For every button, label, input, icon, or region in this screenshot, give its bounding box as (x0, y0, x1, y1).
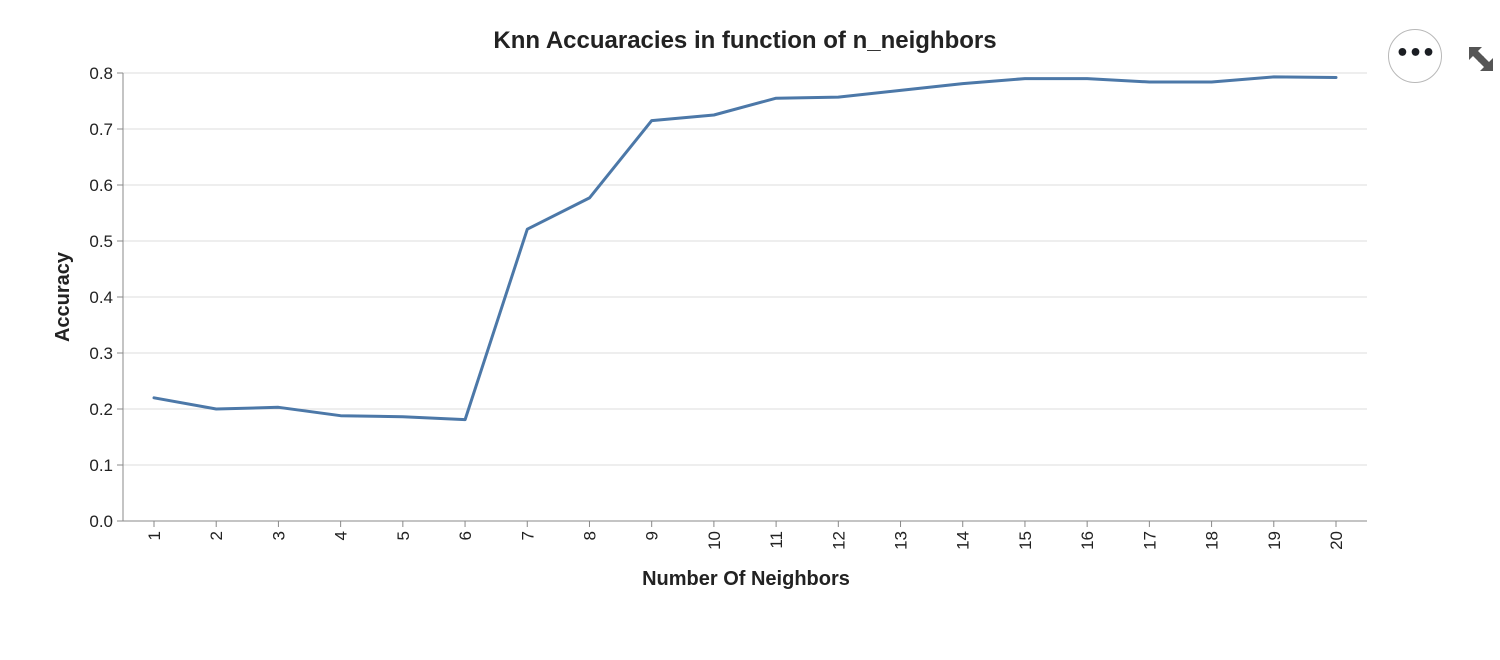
x-tick-label: 13 (892, 531, 911, 550)
y-tick-label: 0.2 (89, 400, 113, 419)
y-tick-label: 0.6 (89, 176, 113, 195)
expand-arrows-icon (1469, 47, 1493, 71)
data-point (338, 413, 343, 418)
chart-title: Knn Accuaracies in function of n_neighbo… (493, 27, 996, 54)
series-line (152, 75, 1338, 422)
data-point (1085, 76, 1090, 81)
y-tick-label: 0.1 (89, 456, 113, 475)
x-tick-label: 12 (829, 531, 848, 550)
series-layer (152, 74, 1339, 422)
x-tick-label: 6 (456, 531, 475, 540)
data-point (836, 95, 841, 100)
y-axis-title: Accuracy (52, 251, 74, 342)
x-tick-label: 1 (145, 531, 164, 540)
y-tick-label: 0.4 (89, 288, 113, 307)
x-tick-label: 19 (1265, 531, 1284, 550)
y-tick-label: 0.0 (89, 512, 113, 531)
data-point (587, 195, 592, 200)
y-tick-label: 0.3 (89, 344, 113, 363)
data-point (1147, 79, 1152, 84)
more-horizontal-icon: ••• (1395, 41, 1435, 66)
x-tick-label: 11 (767, 531, 786, 549)
data-point (1334, 75, 1339, 80)
x-tick-label: 2 (207, 531, 226, 540)
data-point (711, 113, 716, 118)
x-tick-label: 9 (643, 531, 662, 540)
axes: 0.00.10.20.30.40.50.60.70.81 2 3 4 5 6 7 8 9 10 11… (89, 64, 1367, 550)
y-tick-label: 0.7 (89, 120, 113, 139)
data-point (1271, 74, 1276, 79)
data-point (463, 417, 468, 422)
x-tick-label: 8 (580, 531, 599, 540)
x-tick-label: 15 (1016, 531, 1035, 550)
data-point (400, 414, 405, 419)
data-point (525, 227, 530, 232)
x-tick-label: 3 (269, 531, 288, 540)
chart-actions-button[interactable]: ••• (1388, 29, 1442, 83)
data-point (152, 395, 157, 400)
data-point (214, 407, 219, 412)
x-tick-label: 4 (332, 531, 351, 540)
x-axis-title: Number Of Neighbors (642, 568, 850, 590)
data-point (1022, 76, 1027, 81)
x-tick-label: 14 (954, 531, 973, 550)
expand-button[interactable] (1463, 41, 1499, 77)
y-tick-label: 0.5 (89, 232, 113, 251)
data-point (960, 81, 965, 86)
x-tick-label: 5 (394, 531, 413, 540)
data-point (276, 405, 281, 410)
x-tick-label: 20 (1327, 531, 1346, 550)
x-tick-label: 16 (1078, 531, 1097, 550)
data-point (774, 96, 779, 101)
x-tick-label: 17 (1140, 531, 1159, 550)
x-tick-label: 18 (1203, 531, 1222, 550)
data-point (898, 88, 903, 93)
x-tick-label: 7 (518, 531, 537, 540)
y-tick-label: 0.8 (89, 64, 113, 83)
data-point (1209, 79, 1214, 84)
gridlines (123, 72, 1367, 522)
x-tick-label: 10 (705, 531, 724, 550)
data-point (649, 118, 654, 123)
